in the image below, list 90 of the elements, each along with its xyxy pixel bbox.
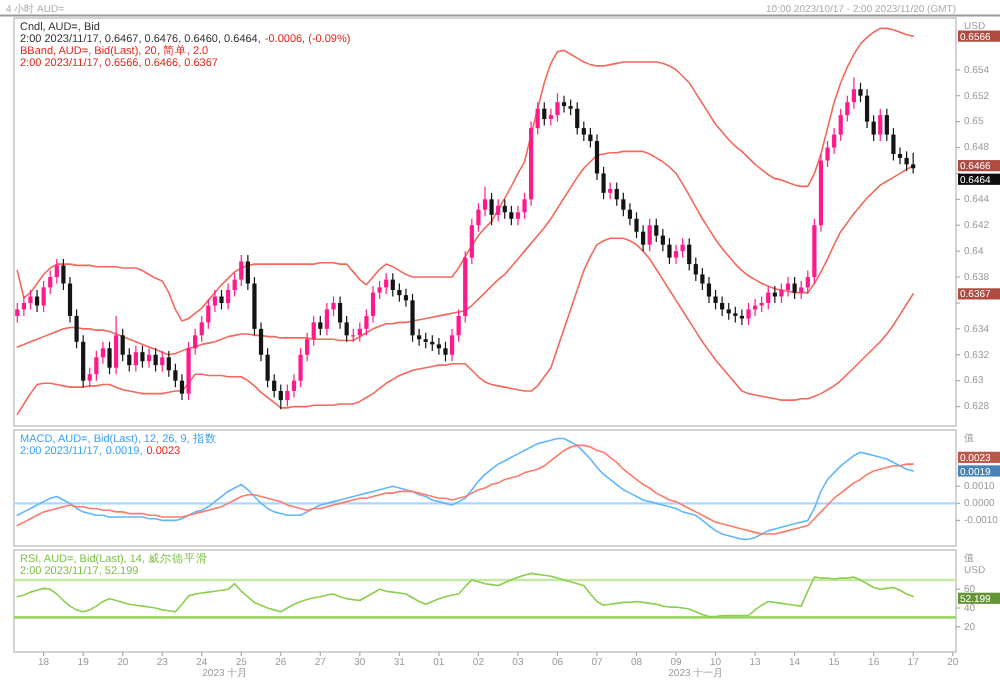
candlestick (219, 289, 224, 311)
candlestick (28, 289, 33, 311)
candlestick (140, 345, 145, 369)
candlestick (324, 302, 330, 336)
candlestick (911, 152, 916, 175)
candlestick (15, 302, 20, 323)
candlestick (318, 315, 323, 336)
candlestick (509, 205, 514, 226)
candlestick (693, 257, 698, 282)
candlestick (832, 127, 837, 155)
candlestick (845, 95, 850, 123)
candlestick (700, 267, 705, 291)
candlestick (449, 328, 455, 362)
candlestick (496, 198, 501, 222)
candlestick (884, 108, 889, 142)
candlestick (285, 383, 290, 408)
candlestick (133, 345, 138, 373)
candlestick (127, 347, 132, 373)
candlestick (542, 101, 547, 127)
line-series (16, 237, 914, 416)
candlestick (614, 181, 619, 207)
candlestick (469, 218, 474, 265)
candlestick (627, 202, 633, 226)
candlestick (344, 315, 349, 343)
candlestick (746, 302, 751, 326)
candlestick (173, 363, 178, 388)
candlestick (239, 254, 244, 287)
candlestick (87, 367, 92, 388)
candlestick (851, 76, 856, 110)
candlestick (94, 350, 99, 382)
candlestick (153, 347, 158, 373)
candlestick (779, 282, 784, 304)
candlestick (436, 337, 441, 356)
candlestick (107, 341, 112, 375)
candlestick (278, 383, 283, 410)
candlestick (370, 285, 376, 323)
candlestick (120, 328, 125, 362)
candlestick (225, 282, 231, 311)
candlestick (673, 244, 679, 265)
candlestick (337, 295, 343, 330)
candlestick (232, 272, 237, 298)
candlestick (660, 228, 665, 252)
candlestick (410, 293, 415, 343)
candlestick (891, 127, 896, 162)
candlestick (456, 308, 461, 343)
candlestick (179, 373, 185, 401)
candlestick (799, 280, 804, 300)
candlestick (561, 95, 567, 114)
candlestick (647, 218, 652, 252)
candlestick (904, 150, 909, 172)
candlestick (838, 108, 843, 142)
candlestick (443, 341, 448, 362)
candlestick (212, 289, 218, 313)
candlestick (311, 315, 316, 347)
candlestick (687, 237, 692, 272)
candlestick (100, 341, 106, 365)
candlestick (160, 350, 165, 373)
candlestick (114, 315, 119, 375)
candlestick (193, 328, 198, 356)
candlestick (581, 121, 586, 142)
candlestick (48, 269, 53, 295)
candlestick (878, 108, 883, 142)
candlestick (482, 185, 488, 217)
candlestick (535, 101, 540, 136)
candlestick (871, 114, 876, 142)
candlestick (166, 350, 171, 378)
candlestick (654, 218, 659, 243)
candlestick (41, 280, 46, 313)
candlestick (390, 272, 395, 298)
candlestick (640, 224, 646, 252)
candlestick (792, 276, 797, 300)
candlestick (272, 373, 277, 399)
candlestick (766, 285, 771, 311)
candlestick (515, 205, 521, 226)
candlestick (265, 347, 270, 388)
candlestick (81, 334, 86, 388)
candlestick (206, 298, 211, 330)
candlestick (548, 108, 553, 127)
candlestick (805, 269, 810, 295)
candlestick (199, 315, 204, 343)
candlestick (34, 289, 40, 313)
candlestick (575, 101, 580, 136)
candlestick (186, 341, 191, 401)
candlestick (864, 88, 870, 129)
candlestick (54, 258, 59, 285)
candlestick (397, 282, 402, 303)
candlestick (555, 92, 560, 123)
candlestick (489, 192, 494, 226)
candlestick (621, 192, 626, 217)
candlestick (667, 237, 672, 265)
